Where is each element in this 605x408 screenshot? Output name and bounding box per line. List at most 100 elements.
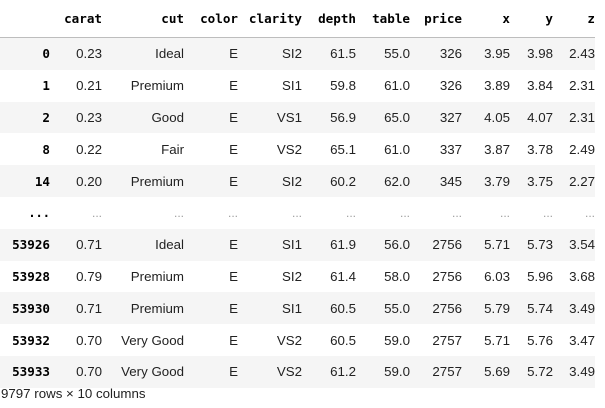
cell-z: 2.27 [569,173,595,189]
dataframe-shape-caption: 9797 rows × 10 columns [1,386,146,401]
table-row: 53932 0.70 Very Good E VS2 60.5 59.0 2757 5.71 5.… [0,324,595,356]
index-header [0,0,50,38]
dataframe-output: carat cut color clarity depth table pric… [0,0,595,401]
column-header-z: z [553,0,595,38]
cell-y: 5.74 [527,300,553,316]
cell-clarity: SI1 [282,78,302,94]
cell-carat: 0.20 [76,173,102,189]
cell-table: 55.0 [384,46,410,62]
cell-depth: 56.9 [330,109,356,125]
cell-cut: Premium [130,300,184,316]
cell-z: 3.49 [569,364,595,380]
cell-cut: Fair [161,141,184,157]
cell-depth: 59.8 [330,78,356,94]
row-index-cell: 53930 [12,300,50,316]
column-header-y: y [510,0,553,38]
dataframe-body: 0 0.23 Ideal E SI2 61.5 55.0 326 3.95 3.98 2.43 1 0.… [0,37,595,388]
cell-price: 2757 [432,332,462,348]
cell-x: ... [499,205,510,220]
cell-color: E [229,364,238,380]
column-header-carat: carat [50,0,102,38]
cell-y: 3.98 [527,46,553,62]
row-index-cell: 8 [42,141,50,157]
cell-carat: 0.22 [76,141,102,157]
cell-y: 5.73 [527,237,553,253]
cell-x: 3.79 [484,173,510,189]
cell-y: 4.07 [527,109,553,125]
cell-table: 65.0 [384,109,410,125]
row-index-cell: ... [28,205,50,220]
cell-table: 61.0 [384,78,410,94]
cell-price: 337 [439,141,462,157]
table-row: 53933 0.70 Very Good E VS2 61.2 59.0 2757 5.69 5.… [0,355,595,388]
cell-x: 5.79 [484,300,510,316]
row-index-cell: 2 [42,109,50,125]
cell-table: 59.0 [384,364,410,380]
cell-depth: 61.5 [330,46,356,62]
table-row: 14 0.20 Premium E SI2 60.2 62.0 345 3.79 3.75 2.27 [0,165,595,197]
cell-color: E [229,237,238,253]
row-index-cell: 53928 [12,268,50,284]
cell-x: 3.89 [484,78,510,94]
table-row: 0 0.23 Ideal E SI2 61.5 55.0 326 3.95 3.98 2.43 [0,37,595,70]
cell-table: ... [399,205,410,220]
cell-depth: 61.4 [330,268,356,284]
cell-clarity: SI2 [282,173,302,189]
cell-x: 3.95 [484,46,510,62]
cell-price: 2756 [432,237,462,253]
dataframe-table: carat cut color clarity depth table pric… [0,0,595,388]
column-header-clarity: clarity [238,0,302,38]
cell-x: 5.71 [484,237,510,253]
column-header-price: price [410,0,462,38]
cell-clarity: SI1 [282,237,302,253]
cell-z: 2.43 [569,46,595,62]
cell-y: 5.72 [527,364,553,380]
cell-clarity: VS2 [276,141,302,157]
cell-cut: Premium [130,78,184,94]
table-row: 53926 0.71 Ideal E SI1 61.9 56.0 2756 5.71 5.73 3.… [0,228,595,261]
table-row: 53928 0.79 Premium E SI2 61.4 58.0 2756 6.03 5.96… [0,261,595,293]
cell-carat: 0.71 [76,300,102,316]
row-index-cell: 1 [42,78,50,94]
cell-clarity: SI2 [282,268,302,284]
cell-y: 3.75 [527,173,553,189]
cell-y: 3.84 [527,78,553,94]
cell-z: 2.31 [569,78,595,94]
cell-z: 3.49 [569,300,595,316]
column-header-x: x [462,0,510,38]
cell-clarity: VS2 [276,332,302,348]
table-row: 2 0.23 Good E VS1 56.9 65.0 327 4.05 4.07 2.31 [0,101,595,134]
cell-depth: ... [345,205,356,220]
cell-y: 5.76 [527,332,553,348]
cell-y: ... [542,205,553,220]
table-row: 8 0.22 Fair E VS2 65.1 61.0 337 3.87 3.78 2.49 [0,133,595,165]
cell-cut: Ideal [155,237,184,253]
cell-price: ... [451,205,462,220]
cell-color: E [229,109,238,125]
cell-cut: Premium [130,173,184,189]
table-row: 53930 0.71 Premium E SI1 60.5 55.0 2756 5.79 5.74… [0,292,595,325]
cell-color: E [229,78,238,94]
cell-clarity: VS1 [276,109,302,125]
cell-z: 3.47 [569,332,595,348]
cell-x: 6.03 [484,268,510,284]
cell-table: 58.0 [384,268,410,284]
cell-depth: 61.2 [330,364,356,380]
cell-z: 2.49 [569,141,595,157]
cell-table: 61.0 [384,141,410,157]
row-index-cell: 53926 [12,237,50,253]
cell-color: E [229,332,238,348]
cell-color: E [229,268,238,284]
cell-depth: 60.2 [330,173,356,189]
cell-depth: 60.5 [330,332,356,348]
row-index-cell: 0 [42,46,50,62]
column-header-table: table [356,0,410,38]
cell-price: 326 [439,78,462,94]
cell-carat: 0.70 [76,332,102,348]
row-index-cell: 53932 [12,332,50,348]
cell-cut: Very Good [121,332,184,348]
row-index-cell: 14 [34,173,50,189]
cell-carat: 0.70 [76,364,102,380]
cell-cut: Good [151,109,184,125]
column-header-color: color [184,0,238,38]
